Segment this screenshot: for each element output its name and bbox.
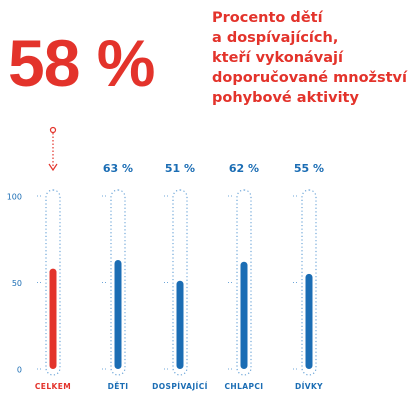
- category-label: DĚTI: [108, 382, 129, 391]
- bar-track: [45, 189, 61, 376]
- category-label: CELKEM: [35, 382, 71, 391]
- heading-line-5: pohybové aktivity: [212, 90, 359, 106]
- category-label: DÍVKY: [295, 382, 323, 391]
- chart-heading: Procento dětí a dospívajících, kteří vyk…: [212, 8, 417, 108]
- y-tick-label: 50: [12, 279, 22, 288]
- pointer-dot: [49, 126, 57, 134]
- heading-line-2: a dospívajících,: [212, 30, 339, 46]
- heading-line-3: kteří vykonávají: [212, 50, 343, 66]
- y-tick-label: 0: [17, 366, 22, 375]
- bar: [114, 260, 122, 369]
- headline-value: 58 %: [8, 26, 155, 100]
- bar: [240, 261, 248, 369]
- pointer-arrowhead: [48, 163, 58, 172]
- y-tick-label: 100: [7, 193, 22, 202]
- bar-track: [236, 189, 252, 376]
- heading-line-1: Procento dětí: [212, 10, 323, 26]
- value-label: 55 %: [294, 162, 324, 175]
- bar: [49, 268, 57, 369]
- bar: [176, 280, 184, 369]
- value-label: 51 %: [165, 162, 195, 175]
- bar: [305, 273, 313, 369]
- bar-track: [301, 189, 317, 376]
- value-label: 62 %: [229, 162, 259, 175]
- heading-line-4: doporučované množství: [212, 70, 407, 86]
- value-label: 63 %: [103, 162, 133, 175]
- category-label: CHLAPCI: [225, 382, 264, 391]
- category-label: DOSPÍVAJÍCÍ: [152, 382, 208, 391]
- bar-track: [110, 189, 126, 376]
- bar-track: [172, 189, 188, 376]
